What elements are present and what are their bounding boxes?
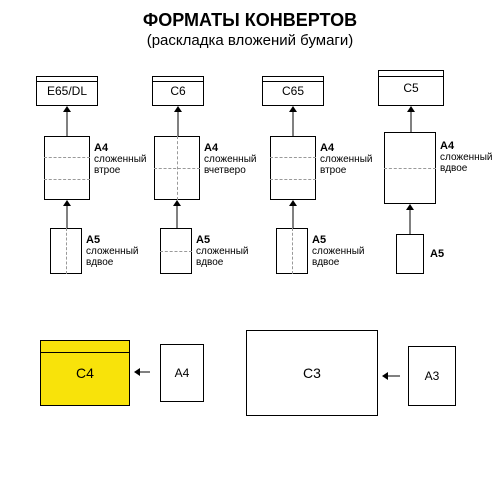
a4-sheet-c6-fold-1 (177, 136, 178, 200)
sheet-c4: A4 (160, 344, 204, 402)
arrow-a5-a4-c6 (173, 200, 181, 228)
page-subtitle: (раскладка вложений бумаги) (0, 32, 500, 49)
arrow-c3 (382, 372, 400, 380)
a5-label-c6: A5сложенныйвдвое (196, 234, 248, 268)
arrow-a4-env-c5 (407, 106, 415, 132)
sheet-c3: A3 (408, 346, 456, 406)
a5-label-c65: A5сложенныйвдвое (312, 234, 364, 268)
arrow-a4-env-e65 (63, 106, 71, 136)
a4-sheet-c65-fold-1 (270, 179, 316, 180)
a4-label-c6: A4сложенныйвчетверо (204, 142, 256, 176)
a4-sheet-c65-fold-0 (270, 157, 316, 158)
a5-sheet-e65-fold-0 (66, 228, 67, 274)
arrow-a5-a4-c65 (289, 200, 297, 228)
envelope-c4-flap (41, 341, 129, 353)
arrow-a5-a4-c5 (406, 204, 414, 234)
envelope-c65: C65 (262, 76, 324, 106)
a4-sheet-e65 (44, 136, 90, 200)
a4-label-e65: A4сложенныйвтрое (94, 142, 146, 176)
arrow-a4-env-c65 (289, 106, 297, 136)
page-title: ФОРМАТЫ КОНВЕРТОВ (0, 10, 500, 31)
envelope-e65-flap (37, 77, 97, 82)
a4-sheet-e65-fold-1 (44, 179, 90, 180)
envelope-c6: C6 (152, 76, 204, 106)
arrow-c4 (134, 368, 150, 376)
envelope-c5-flap (379, 71, 443, 77)
envelope-e65: E65/DL (36, 76, 98, 106)
envelope-c6-flap (153, 77, 203, 82)
a5-sheet-c5 (396, 234, 424, 274)
a5-label-e65: A5сложенныйвдвое (86, 234, 138, 268)
envelope-c3: C3 (246, 330, 378, 416)
a4-sheet-e65-fold-0 (44, 157, 90, 158)
a4-sheet-c65 (270, 136, 316, 200)
a4-sheet-c5-fold-0 (384, 168, 436, 169)
arrow-a5-a4-e65 (63, 200, 71, 228)
a5-sheet-c6-fold-0 (160, 251, 192, 252)
a4-label-c65: A4сложенныйвтрое (320, 142, 372, 176)
a5-label-c5: A5 (430, 248, 444, 260)
arrow-a4-env-c6 (174, 106, 182, 136)
a5-sheet-c65-fold-0 (292, 228, 293, 274)
envelope-c5: C5 (378, 70, 444, 106)
a4-label-c5: A4сложенныйвдвое (440, 140, 492, 174)
envelope-c65-flap (263, 77, 323, 82)
envelope-c4: C4 (40, 340, 130, 406)
